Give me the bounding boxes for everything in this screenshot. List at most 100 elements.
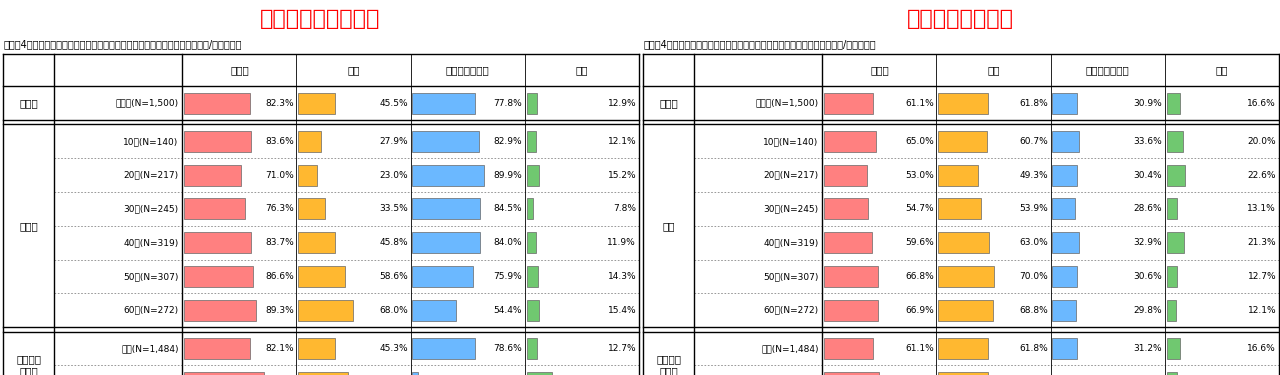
Text: 83.6%: 83.6%	[265, 137, 294, 146]
Text: 66.8%: 66.8%	[905, 272, 934, 281]
Bar	[938, 266, 995, 287]
Text: 利用(N=1,484): 利用(N=1,484)	[762, 344, 819, 353]
Bar	[298, 338, 334, 359]
Bar	[526, 93, 536, 114]
Text: 12.7%: 12.7%	[1248, 272, 1276, 281]
Bar	[184, 93, 250, 114]
Bar	[184, 232, 251, 253]
Text: 20代(N=217): 20代(N=217)	[123, 171, 179, 180]
Bar	[938, 131, 987, 152]
Bar	[938, 232, 988, 253]
Bar	[1166, 131, 1183, 152]
Bar	[184, 165, 241, 186]
Bar	[938, 372, 988, 375]
Bar	[938, 198, 982, 219]
Text: 11.9%: 11.9%	[608, 238, 636, 247]
Bar	[298, 266, 346, 287]
Bar	[526, 338, 536, 359]
Text: 68.0%: 68.0%	[379, 306, 408, 315]
Text: 70.0%: 70.0%	[1019, 272, 1048, 281]
Text: 23.0%: 23.0%	[379, 171, 408, 180]
Text: 16.6%: 16.6%	[1248, 99, 1276, 108]
Text: 15.4%: 15.4%	[608, 306, 636, 315]
Text: 45.5%: 45.5%	[379, 99, 408, 108]
Text: 27.9%: 27.9%	[379, 137, 408, 146]
Text: 全年代: 全年代	[19, 98, 38, 108]
Text: 89.9%: 89.9%	[493, 171, 522, 180]
Text: 16.6%: 16.6%	[1248, 344, 1276, 353]
Text: 68.8%: 68.8%	[1019, 306, 1048, 315]
Text: 12.7%: 12.7%	[608, 344, 636, 353]
Bar	[184, 338, 250, 359]
Text: 49.3%: 49.3%	[1019, 171, 1048, 180]
Bar	[184, 300, 256, 321]
Bar	[526, 232, 536, 253]
Bar	[824, 198, 868, 219]
Bar	[1166, 198, 1178, 219]
Bar	[938, 93, 988, 114]
Text: 82.9%: 82.9%	[494, 137, 522, 146]
Bar	[526, 131, 536, 152]
Text: 45.3%: 45.3%	[379, 344, 408, 353]
Bar	[824, 266, 878, 287]
Text: 75.9%: 75.9%	[493, 272, 522, 281]
Bar	[1052, 266, 1076, 287]
Bar	[1052, 198, 1075, 219]
Text: 29.8%: 29.8%	[1134, 306, 1162, 315]
Text: 82.1%: 82.1%	[265, 344, 294, 353]
Text: 全年代(N=1,500): 全年代(N=1,500)	[755, 99, 819, 108]
Bar	[412, 131, 479, 152]
Bar	[184, 266, 253, 287]
Text: 61.1%: 61.1%	[905, 99, 934, 108]
Bar	[412, 372, 417, 375]
Bar	[1166, 266, 1176, 287]
Bar	[412, 232, 480, 253]
Bar	[412, 266, 474, 287]
Text: 76.3%: 76.3%	[265, 204, 294, 213]
Bar	[1052, 131, 1079, 152]
Bar	[938, 338, 988, 359]
Text: インターネット: インターネット	[1085, 65, 1129, 75]
Text: 32.9%: 32.9%	[1134, 238, 1162, 247]
Text: 50代(N=307): 50代(N=307)	[123, 272, 179, 281]
Text: 年代別: 年代別	[19, 221, 38, 231]
Text: 65.0%: 65.0%	[905, 137, 934, 146]
Text: 83.7%: 83.7%	[265, 238, 294, 247]
Text: 54.7%: 54.7%	[905, 204, 934, 213]
Bar	[824, 338, 873, 359]
Text: 58.6%: 58.6%	[379, 272, 408, 281]
Bar	[526, 165, 539, 186]
Text: テレビ: テレビ	[230, 65, 248, 75]
Bar	[938, 300, 993, 321]
Text: インター
ネット: インター ネット	[657, 354, 681, 375]
Bar	[412, 338, 475, 359]
Text: 情報源として重要度: 情報源として重要度	[260, 9, 380, 29]
Text: 新聞: 新聞	[347, 65, 360, 75]
Bar	[938, 165, 978, 186]
Bar	[298, 198, 325, 219]
Text: 28.6%: 28.6%	[1134, 204, 1162, 213]
Text: 12.9%: 12.9%	[608, 99, 636, 108]
Text: 53.0%: 53.0%	[905, 171, 934, 180]
Bar	[184, 372, 264, 375]
Text: 12.1%: 12.1%	[608, 137, 636, 146]
Bar	[298, 372, 348, 375]
Bar	[1166, 165, 1184, 186]
Text: 77.8%: 77.8%	[493, 99, 522, 108]
Bar	[824, 372, 879, 375]
Text: 78.6%: 78.6%	[493, 344, 522, 353]
Bar	[412, 93, 475, 114]
Bar	[824, 232, 872, 253]
Text: 60.7%: 60.7%	[1019, 137, 1048, 146]
Text: テレビ: テレビ	[870, 65, 888, 75]
Text: 7.8%: 7.8%	[613, 204, 636, 213]
Text: 50代(N=307): 50代(N=307)	[763, 272, 819, 281]
Bar	[526, 198, 532, 219]
Text: 10代(N=140): 10代(N=140)	[123, 137, 179, 146]
Bar	[824, 93, 873, 114]
Text: 30.6%: 30.6%	[1133, 272, 1162, 281]
Bar	[824, 165, 867, 186]
Text: 89.3%: 89.3%	[265, 306, 294, 315]
Bar	[298, 131, 321, 152]
Text: 59.6%: 59.6%	[905, 238, 934, 247]
